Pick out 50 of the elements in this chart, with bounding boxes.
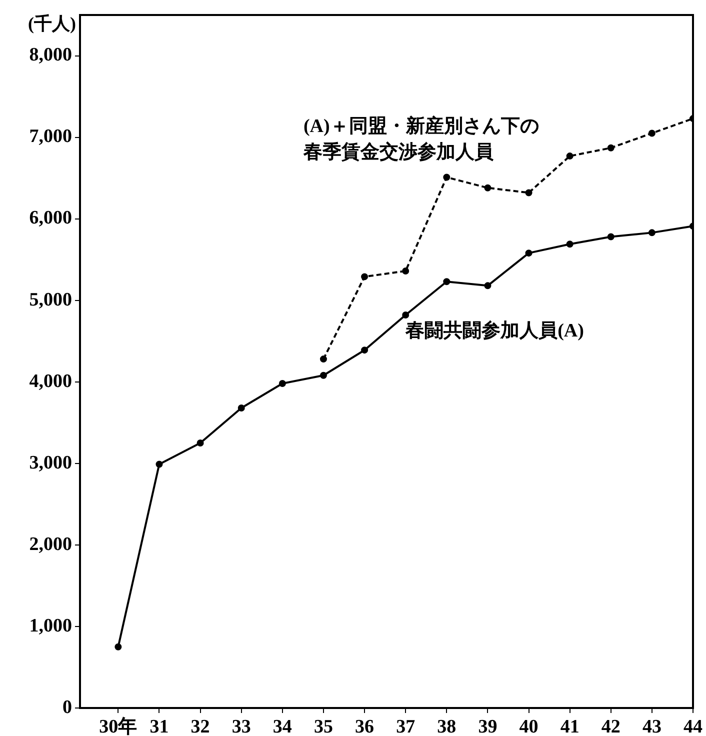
y-tick-label: 8,000 [29, 44, 72, 66]
point [402, 312, 410, 319]
point [566, 240, 574, 248]
point [648, 130, 656, 137]
point [648, 229, 656, 236]
y-tick-label: 1,000 [29, 615, 72, 636]
x-tick-label: 34 [272, 716, 292, 736]
y-tick-label: 2,000 [29, 534, 72, 555]
point [361, 273, 368, 280]
x-tick-label: 32 [190, 716, 210, 736]
x-tick-label: 31 [150, 716, 169, 736]
x-tick-label: 41 [560, 716, 580, 736]
y-tick-label: 4,000 [29, 370, 72, 392]
point [320, 372, 327, 379]
x-tick-label: 43 [642, 716, 662, 736]
point [238, 404, 245, 412]
point [156, 460, 163, 468]
series-label: (A)＋同盟・新産別さん下の春季賃金交渉参加人員 [302, 115, 539, 164]
point [443, 278, 450, 286]
point [361, 346, 368, 354]
point [525, 189, 532, 196]
point [484, 184, 492, 192]
x-tick-label: 30年 [99, 716, 138, 736]
y-tick-label: 6,000 [29, 208, 72, 229]
point [484, 282, 492, 290]
y-tick-label: 7,000 [29, 126, 72, 148]
x-tick-label: 35 [314, 716, 333, 736]
point [525, 250, 532, 257]
x-tick-label: 40 [519, 716, 538, 736]
point [320, 356, 327, 363]
point [278, 380, 286, 388]
point [607, 144, 614, 152]
point [607, 233, 614, 240]
x-tick-label: 38 [437, 716, 456, 736]
x-tick-label: 42 [601, 716, 620, 736]
point [196, 440, 204, 447]
x-tick-label: 36 [355, 716, 374, 736]
y-axis-title: (千人) [28, 14, 76, 34]
point [566, 152, 574, 160]
point [443, 174, 450, 181]
x-tick-label: 44 [684, 716, 703, 736]
point [114, 643, 122, 650]
x-tick-label: 39 [478, 716, 498, 736]
y-tick-label: 3,000 [29, 452, 72, 474]
point [402, 268, 410, 275]
y-tick-label: 5,000 [29, 289, 72, 310]
x-tick-label: 37 [396, 716, 416, 736]
series-label: 春闘共闘参加人員(A) [404, 320, 584, 342]
x-tick-label: 33 [232, 716, 251, 736]
y-tick-label: 0 [62, 696, 72, 718]
